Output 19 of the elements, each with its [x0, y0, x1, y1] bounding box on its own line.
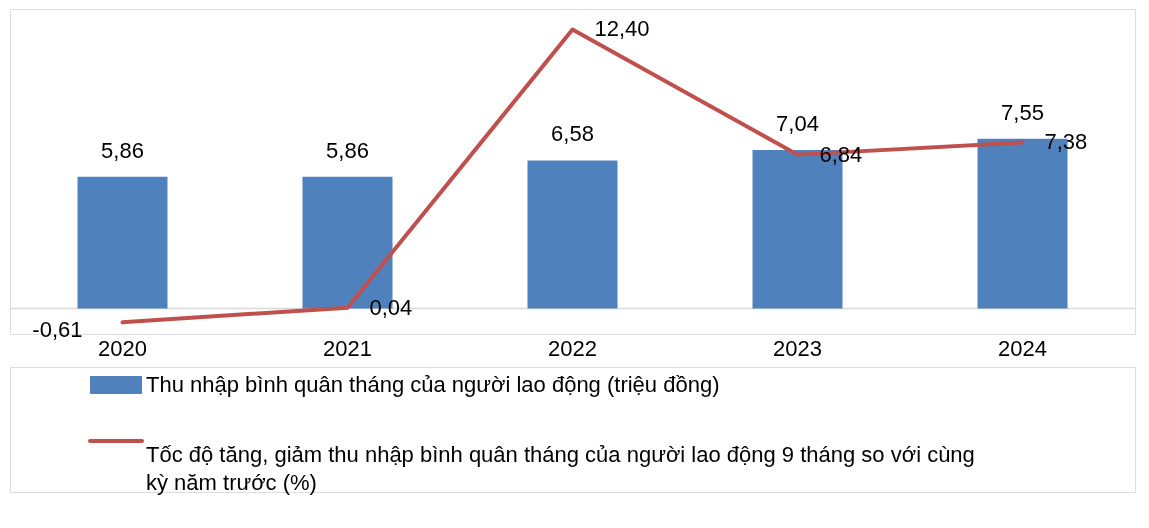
data-label: 7,38 [1044, 129, 1088, 155]
x-tick-label: 2024 [998, 335, 1047, 361]
data-label: 7,55 [1001, 99, 1044, 125]
data-label: 6,58 [551, 121, 594, 147]
data-label: 5,86 [101, 137, 144, 163]
data-label: 7,04 [776, 111, 819, 137]
x-tick-label: 2022 [548, 335, 597, 361]
x-tick-label: 2020 [98, 335, 147, 361]
data-label: 6,84 [819, 141, 863, 167]
legend-label: Thu nhập bình quân tháng của người lao động (triệu đồng) [146, 372, 720, 397]
bar [527, 160, 618, 309]
data-label: 12,40 [594, 16, 650, 42]
x-tick-label: 2023 [773, 335, 822, 361]
bar [77, 176, 168, 309]
data-label: 0,04 [369, 294, 413, 320]
legend-label: Tốc độ tăng, giảm thu nhập bình quân tháng của người lao động 9 tháng so với cùng kỳ năm trước (%) [146, 442, 975, 495]
x-tick-label: 2021 [323, 335, 372, 361]
data-label: 5,86 [326, 137, 369, 163]
data-label: -0,61 [32, 317, 83, 343]
